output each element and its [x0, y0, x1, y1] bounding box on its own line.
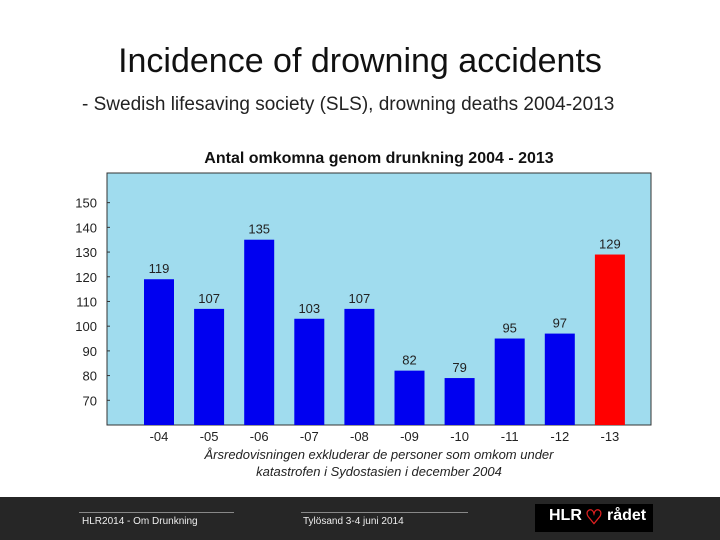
bar--13	[594, 254, 625, 425]
bar--04	[144, 279, 174, 425]
x-tick-label: -06	[250, 429, 269, 444]
slide-title: Incidence of drowning accidents	[118, 42, 602, 80]
data-label: 107	[349, 291, 371, 306]
x-tick-label: -10	[450, 429, 469, 444]
bar--08	[344, 308, 375, 425]
data-label: 119	[149, 261, 170, 276]
x-tick-label: -05	[200, 429, 219, 444]
x-tick-label: -07	[300, 429, 319, 444]
data-label: 129	[599, 237, 621, 252]
y-tick-label: 80	[83, 369, 97, 384]
bar--05	[194, 308, 225, 425]
chart-title: Antal omkomna genom drunkning 2004 - 201…	[204, 150, 554, 167]
x-tick-label: -11	[501, 429, 519, 444]
bar--07	[294, 318, 325, 425]
x-tick-label: -08	[350, 429, 369, 444]
hlr-radet-logo: HLR ♡ rådet	[535, 504, 653, 532]
y-tick-label: 70	[83, 393, 97, 408]
footer-divider	[79, 512, 234, 513]
y-tick-label: 130	[75, 245, 97, 260]
bar--11	[494, 338, 525, 425]
bar--09	[394, 370, 425, 425]
bar-chart: Antal omkomna genom drunkning 2004 - 201…	[75, 150, 652, 479]
data-label: 135	[248, 222, 270, 237]
x-tick-label: -09	[400, 429, 419, 444]
footer-left-text: HLR2014 - Om Drunkning	[82, 516, 198, 527]
y-tick-label: 90	[83, 344, 97, 359]
data-label: 82	[402, 353, 416, 368]
y-tick-label: 100	[75, 319, 97, 334]
x-tick-label: -04	[150, 429, 169, 444]
x-axis-label-line-2: katastrofen i Sydostasien i december 200…	[256, 464, 502, 479]
y-tick-label: 110	[76, 294, 97, 309]
data-label: 95	[502, 321, 516, 336]
y-tick-label: 120	[75, 270, 97, 285]
data-label: 107	[198, 291, 220, 306]
footer: HLR2014 - Om Drunkning Tylösand 3-4 juni…	[0, 497, 720, 540]
footer-center-text: Tylösand 3-4 juni 2014	[303, 516, 404, 527]
x-tick-label: -12	[550, 429, 569, 444]
x-tick-label: -13	[601, 429, 620, 444]
data-label: 79	[452, 360, 466, 375]
slide-subtitle: - Swedish lifesaving society (SLS), drow…	[82, 94, 615, 115]
bar--12	[544, 333, 575, 425]
footer-divider	[301, 512, 468, 513]
x-axis-label-line-1: Årsredovisningen exkluderar de personer …	[203, 447, 554, 462]
heart-icon: ♡	[585, 507, 603, 529]
bar--06	[244, 239, 275, 425]
bar--10	[444, 378, 475, 425]
data-label: 103	[298, 301, 320, 316]
y-tick-label: 150	[75, 196, 97, 211]
data-label: 97	[553, 316, 567, 331]
y-tick-label: 140	[75, 220, 97, 235]
